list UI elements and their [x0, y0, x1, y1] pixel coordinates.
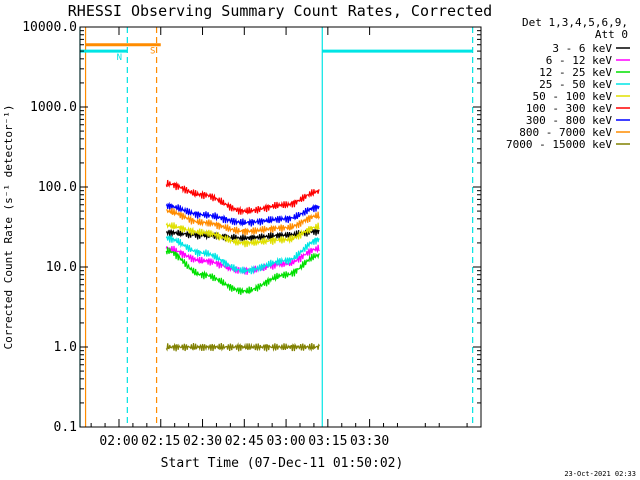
legend-label: 7000 - 15000 keV — [506, 138, 612, 151]
legend-label: 100 - 300 keV — [526, 102, 612, 115]
y-tick-label: 1000.0 — [30, 100, 77, 115]
series-line — [165, 201, 320, 227]
legend-header-line1: Det 1,3,4,5,6,9, — [522, 16, 628, 29]
legend-label: 6 - 12 keV — [546, 54, 613, 67]
legend-label: 3 - 6 keV — [552, 42, 612, 55]
y-tick-label: 10.0 — [46, 260, 77, 275]
chart-title: RHESSI Observing Summary Count Rates, Co… — [68, 2, 492, 20]
legend-header-line2: Att 0 — [595, 28, 628, 41]
status-bar-label: N — [117, 53, 122, 63]
x-tick-label: 02:45 — [225, 434, 264, 449]
series-line — [165, 179, 320, 216]
series-line — [165, 247, 320, 295]
status-bar-label: S — [150, 47, 155, 57]
y-axis-label: Corrected Count Rate (s⁻¹ detector⁻¹) — [2, 104, 15, 349]
series-line — [165, 222, 320, 248]
x-axis-label: Start Time (07-Dec-11 01:50:02) — [161, 456, 404, 471]
x-tick-label: 02:30 — [183, 434, 222, 449]
legend-label: 50 - 100 keV — [533, 90, 613, 103]
y-tick-label: 1.0 — [54, 340, 77, 355]
y-axis: 0.1 1.0 10.0 100.0 1000.0 10000.0 — [22, 20, 481, 435]
legend-label: 300 - 800 keV — [526, 114, 612, 127]
series-line — [165, 207, 321, 236]
x-axis: 02:00 02:15 02:30 02:45 03:00 03:15 03:30 — [90, 27, 468, 449]
x-tick-label: 02:00 — [99, 434, 138, 449]
legend-label: 25 - 50 keV — [539, 78, 612, 91]
legend-label: 800 - 7000 keV — [519, 126, 612, 139]
series-line — [165, 234, 320, 275]
x-tick-label: 03:30 — [350, 434, 389, 449]
x-tick-label: 03:15 — [308, 434, 347, 449]
y-tick-label: 10000.0 — [22, 20, 77, 35]
plot-frame — [79, 26, 482, 428]
status-bars: SN — [80, 43, 473, 63]
x-tick-label: 02:15 — [141, 434, 180, 449]
series-lines — [165, 179, 321, 352]
x-tick-label: 03:00 — [266, 434, 305, 449]
legend-label: 12 - 25 keV — [539, 66, 612, 79]
y-tick-label: 100.0 — [38, 180, 77, 195]
series-line — [165, 342, 320, 352]
generation-date: 23-Oct-2021 02:33 — [564, 470, 636, 478]
y-tick-label: 0.1 — [54, 420, 77, 435]
